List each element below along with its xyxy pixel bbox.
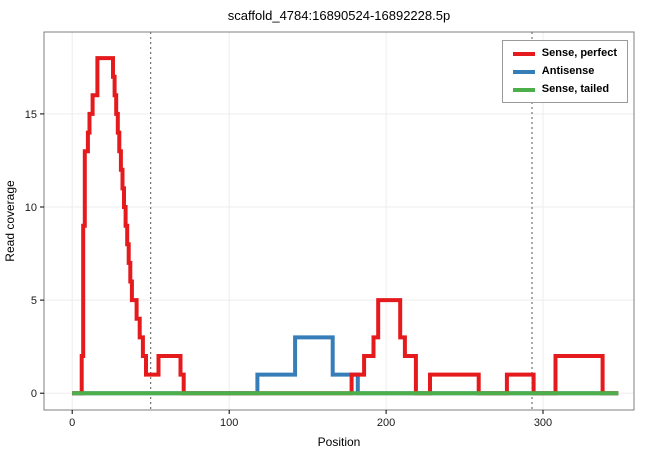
plot-panel-border — [43, 31, 635, 411]
y-tick-label: 15 — [25, 109, 37, 121]
x-tick-label: 200 — [377, 417, 395, 429]
legend: Sense, perfect Antisense Sense, tailed — [501, 40, 628, 103]
series-lines — [72, 56, 619, 396]
series-sense-perfect — [72, 56, 619, 396]
series-antisense — [72, 335, 619, 396]
legend-item-antisense: Antisense — [512, 65, 617, 77]
legend-label-sense-tailed: Sense, tailed — [541, 83, 610, 95]
x-axis-title: Position — [318, 435, 361, 449]
legend-label-antisense: Antisense — [541, 65, 595, 77]
legend-item-sense-perfect: Sense, perfect — [512, 47, 617, 59]
legend-key-sense-perfect — [512, 51, 535, 56]
legend-item-sense-tailed: Sense, tailed — [512, 83, 617, 95]
legend-label-sense-perfect: Sense, perfect — [541, 47, 617, 59]
x-tick-label: 0 — [69, 417, 75, 429]
axes: 0 5 10 15 0 100 200 300 — [25, 109, 552, 429]
x-tick-label: 100 — [220, 417, 238, 429]
legend-key-sense-tailed — [512, 87, 535, 92]
cutoff-lines — [150, 32, 533, 410]
y-tick-label: 10 — [25, 202, 37, 214]
y-tick-label: 5 — [31, 295, 37, 307]
x-tick-label: 300 — [534, 417, 552, 429]
chart-title: scaffold_4784:16890524-16892228.5p — [228, 8, 450, 23]
legend-key-antisense — [512, 69, 535, 74]
y-axis-title: Read coverage — [3, 180, 17, 262]
y-tick-label: 0 — [31, 388, 37, 400]
